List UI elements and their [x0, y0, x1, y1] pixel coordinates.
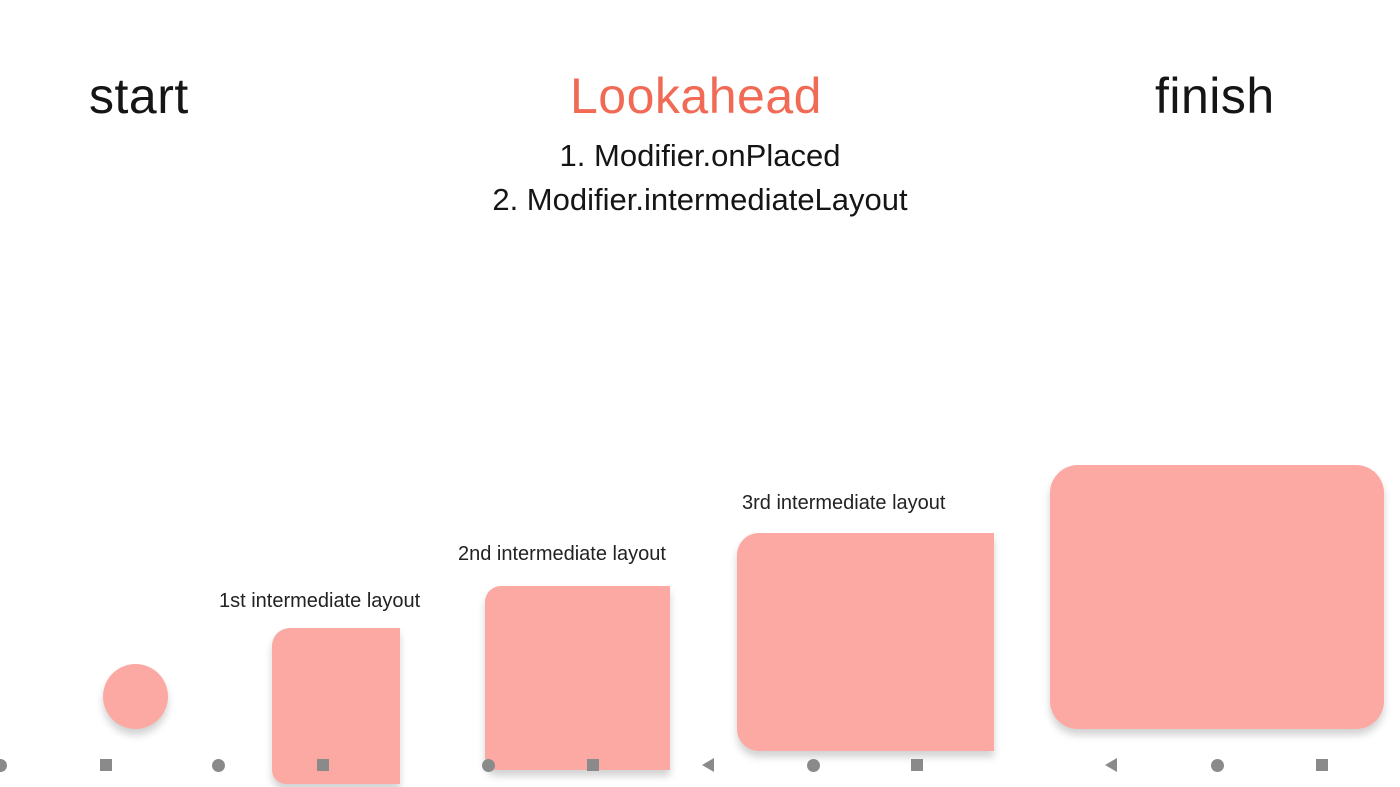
caption-third-intermediate: 3rd intermediate layout — [742, 492, 946, 514]
nav-home-circle-icon — [1211, 759, 1224, 772]
nav-home-circle-icon — [807, 759, 820, 772]
nav-recents-square-icon — [100, 759, 112, 771]
nav-recents-square-icon — [1316, 759, 1328, 771]
nav-recents-square-icon — [317, 759, 329, 771]
first-intermediate-shape — [272, 628, 400, 784]
caption-first-intermediate: 1st intermediate layout — [219, 590, 421, 612]
finish-label: finish — [1155, 68, 1275, 124]
lookahead-title: Lookahead — [570, 68, 822, 124]
lookahead-steps: 1. Modifier.onPlaced 2. Modifier.interme… — [0, 134, 1400, 222]
third-intermediate-shape — [737, 533, 994, 751]
nav-recents-square-icon — [587, 759, 599, 771]
finish-rect-shape — [1050, 465, 1384, 729]
second-intermediate-shape — [485, 586, 670, 770]
step-1: 1. Modifier.onPlaced — [559, 138, 841, 173]
nav-home-circle-icon — [482, 759, 495, 772]
nav-recents-square-icon — [911, 759, 923, 771]
start-label: start — [89, 68, 189, 124]
step-2: 2. Modifier.intermediateLayout — [492, 182, 908, 217]
nav-home-circle-icon — [212, 759, 225, 772]
caption-second-intermediate: 2nd intermediate layout — [458, 543, 666, 565]
nav-back-triangle-icon — [1105, 758, 1117, 772]
nav-home-circle-icon — [0, 759, 7, 772]
nav-back-triangle-icon — [702, 758, 714, 772]
start-circle-shape — [103, 664, 168, 729]
